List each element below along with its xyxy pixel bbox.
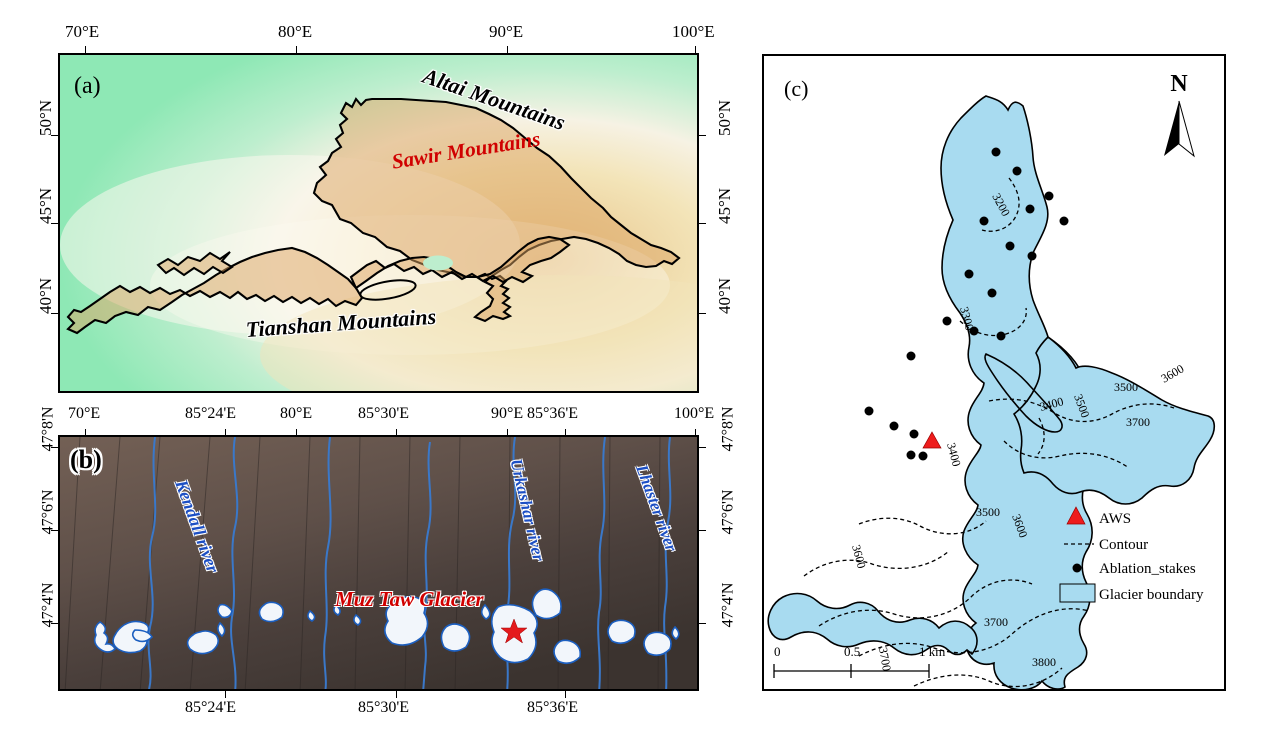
svg-text:3600: 3600	[1159, 361, 1187, 385]
svg-text:3800: 3800	[1032, 655, 1056, 669]
svg-text:1 km: 1 km	[919, 644, 945, 659]
svg-text:Contour: Contour	[1099, 537, 1148, 553]
svg-text:3500: 3500	[976, 505, 1000, 519]
svg-text:3500: 3500	[1114, 380, 1138, 394]
svg-text:0.5: 0.5	[844, 644, 860, 659]
svg-text:N: N	[1170, 71, 1188, 97]
svg-text:0: 0	[774, 644, 781, 659]
svg-text:3600: 3600	[849, 543, 869, 570]
svg-text:Ablation_stakes: Ablation_stakes	[1099, 561, 1196, 577]
svg-text:3700: 3700	[876, 646, 894, 672]
svg-text:3700: 3700	[1126, 415, 1150, 429]
svg-text:AWS: AWS	[1099, 511, 1131, 527]
svg-text:(c): (c)	[784, 76, 808, 101]
svg-text:3700: 3700	[984, 615, 1008, 629]
svg-text:3400: 3400	[944, 441, 964, 468]
svg-text:Glacier boundary: Glacier boundary	[1099, 587, 1204, 603]
